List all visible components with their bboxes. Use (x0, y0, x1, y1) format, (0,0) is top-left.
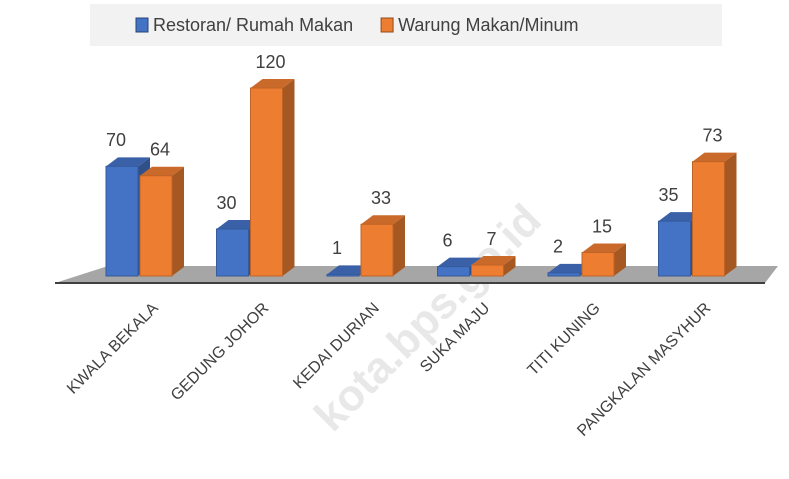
value-label: 33 (371, 188, 391, 208)
legend-label: Warung Makan/Minum (398, 15, 578, 35)
bar-top (327, 265, 371, 275)
bar-side (503, 256, 516, 276)
bar-top (216, 220, 261, 229)
bar (105, 165, 139, 277)
x-tick-label: TITI KUNING (525, 300, 604, 379)
bar (360, 223, 394, 277)
bar-top (361, 215, 405, 225)
watermark: kota.bps.go.id (305, 195, 551, 441)
bar (547, 272, 581, 277)
bar (437, 266, 470, 277)
bar-top (471, 256, 516, 266)
legend-box (90, 4, 722, 46)
value-label: 64 (150, 139, 170, 159)
bar-top (250, 79, 295, 88)
bar (692, 161, 725, 277)
bar-top (548, 263, 592, 273)
bar-top (106, 157, 150, 167)
x-tick-label: KWALA BEKALA (64, 300, 162, 398)
bar-side (172, 166, 184, 276)
bar-top (582, 243, 626, 253)
bar-top (437, 257, 482, 267)
bar (471, 264, 504, 277)
value-label: 15 (592, 216, 612, 236)
value-label: 70 (106, 130, 126, 150)
value-label: 120 (255, 52, 285, 72)
bar (139, 175, 173, 277)
bar-side (393, 215, 405, 276)
bar-side (724, 152, 737, 276)
legend-swatch (380, 17, 394, 33)
bar-top (658, 212, 703, 222)
value-label: 7 (486, 229, 496, 249)
bar-top (140, 166, 184, 176)
value-label: 2 (553, 237, 563, 257)
value-label: 30 (216, 193, 236, 213)
x-tick-label: GEDUNG JOHOR (168, 300, 272, 404)
bar (216, 228, 249, 277)
bar (581, 252, 615, 277)
bar (658, 220, 691, 277)
legend-swatch (135, 17, 149, 33)
value-label: 73 (702, 125, 722, 145)
bar-side (282, 79, 295, 276)
bar-side (614, 243, 626, 276)
value-label: 35 (658, 185, 678, 205)
legend-label: Restoran/ Rumah Makan (153, 15, 353, 35)
x-tick-label: PANGKALAN MASYHUR (574, 300, 714, 440)
bar-top (692, 152, 737, 162)
bar (250, 87, 283, 277)
value-label: 6 (442, 230, 452, 250)
bar (326, 273, 360, 277)
value-label: 1 (332, 238, 342, 258)
